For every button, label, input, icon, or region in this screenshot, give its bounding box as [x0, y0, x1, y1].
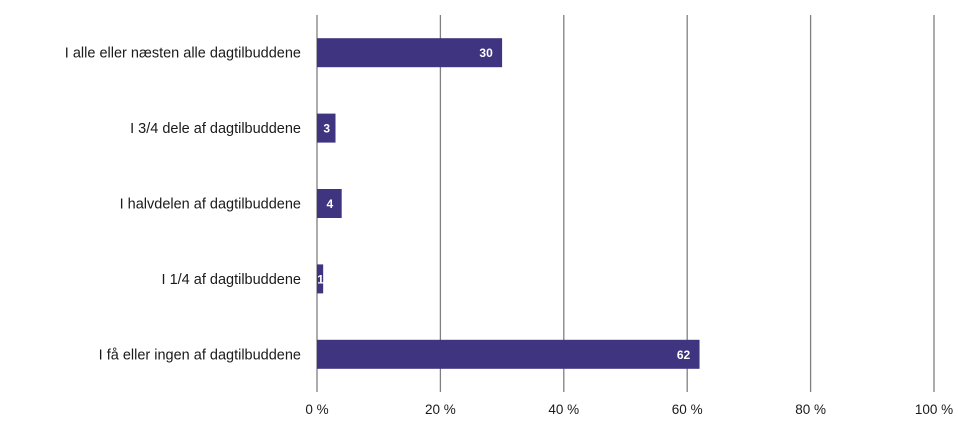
bar [317, 38, 503, 68]
category-label: I halvdelen af dagtilbuddene [120, 197, 301, 213]
x-tick-label: 80 % [795, 402, 826, 417]
data-label: 30 [479, 46, 493, 60]
x-tick-labels: 0 % 20 % 40 % 60 % 80 % 100 % [305, 402, 953, 417]
x-tick-label: 20 % [425, 402, 456, 417]
x-tick-label: 100 % [915, 402, 953, 417]
x-tick-label: 40 % [548, 402, 579, 417]
data-label: 4 [326, 197, 333, 211]
data-label: 3 [323, 122, 330, 136]
category-label: I 1/4 af dagtilbuddene [162, 272, 301, 288]
x-tick-label: 60 % [672, 402, 703, 417]
bar [317, 113, 336, 143]
bar [317, 339, 700, 369]
category-labels: I alle eller næsten alle dagtilbuddene I … [65, 46, 301, 364]
bar [317, 189, 342, 218]
category-label: I få eller ingen af dagtilbuddene [99, 347, 301, 363]
data-label: 1 [317, 272, 324, 286]
category-label: I alle eller næsten alle dagtilbuddene [65, 46, 301, 62]
data-label: 62 [677, 348, 691, 362]
bars: 30 3 4 1 62 [317, 38, 700, 369]
x-tick-label: 0 % [305, 402, 328, 417]
bar [317, 264, 324, 294]
gridlines [316, 15, 935, 392]
category-label: I 3/4 dele af dagtilbuddene [130, 121, 301, 137]
